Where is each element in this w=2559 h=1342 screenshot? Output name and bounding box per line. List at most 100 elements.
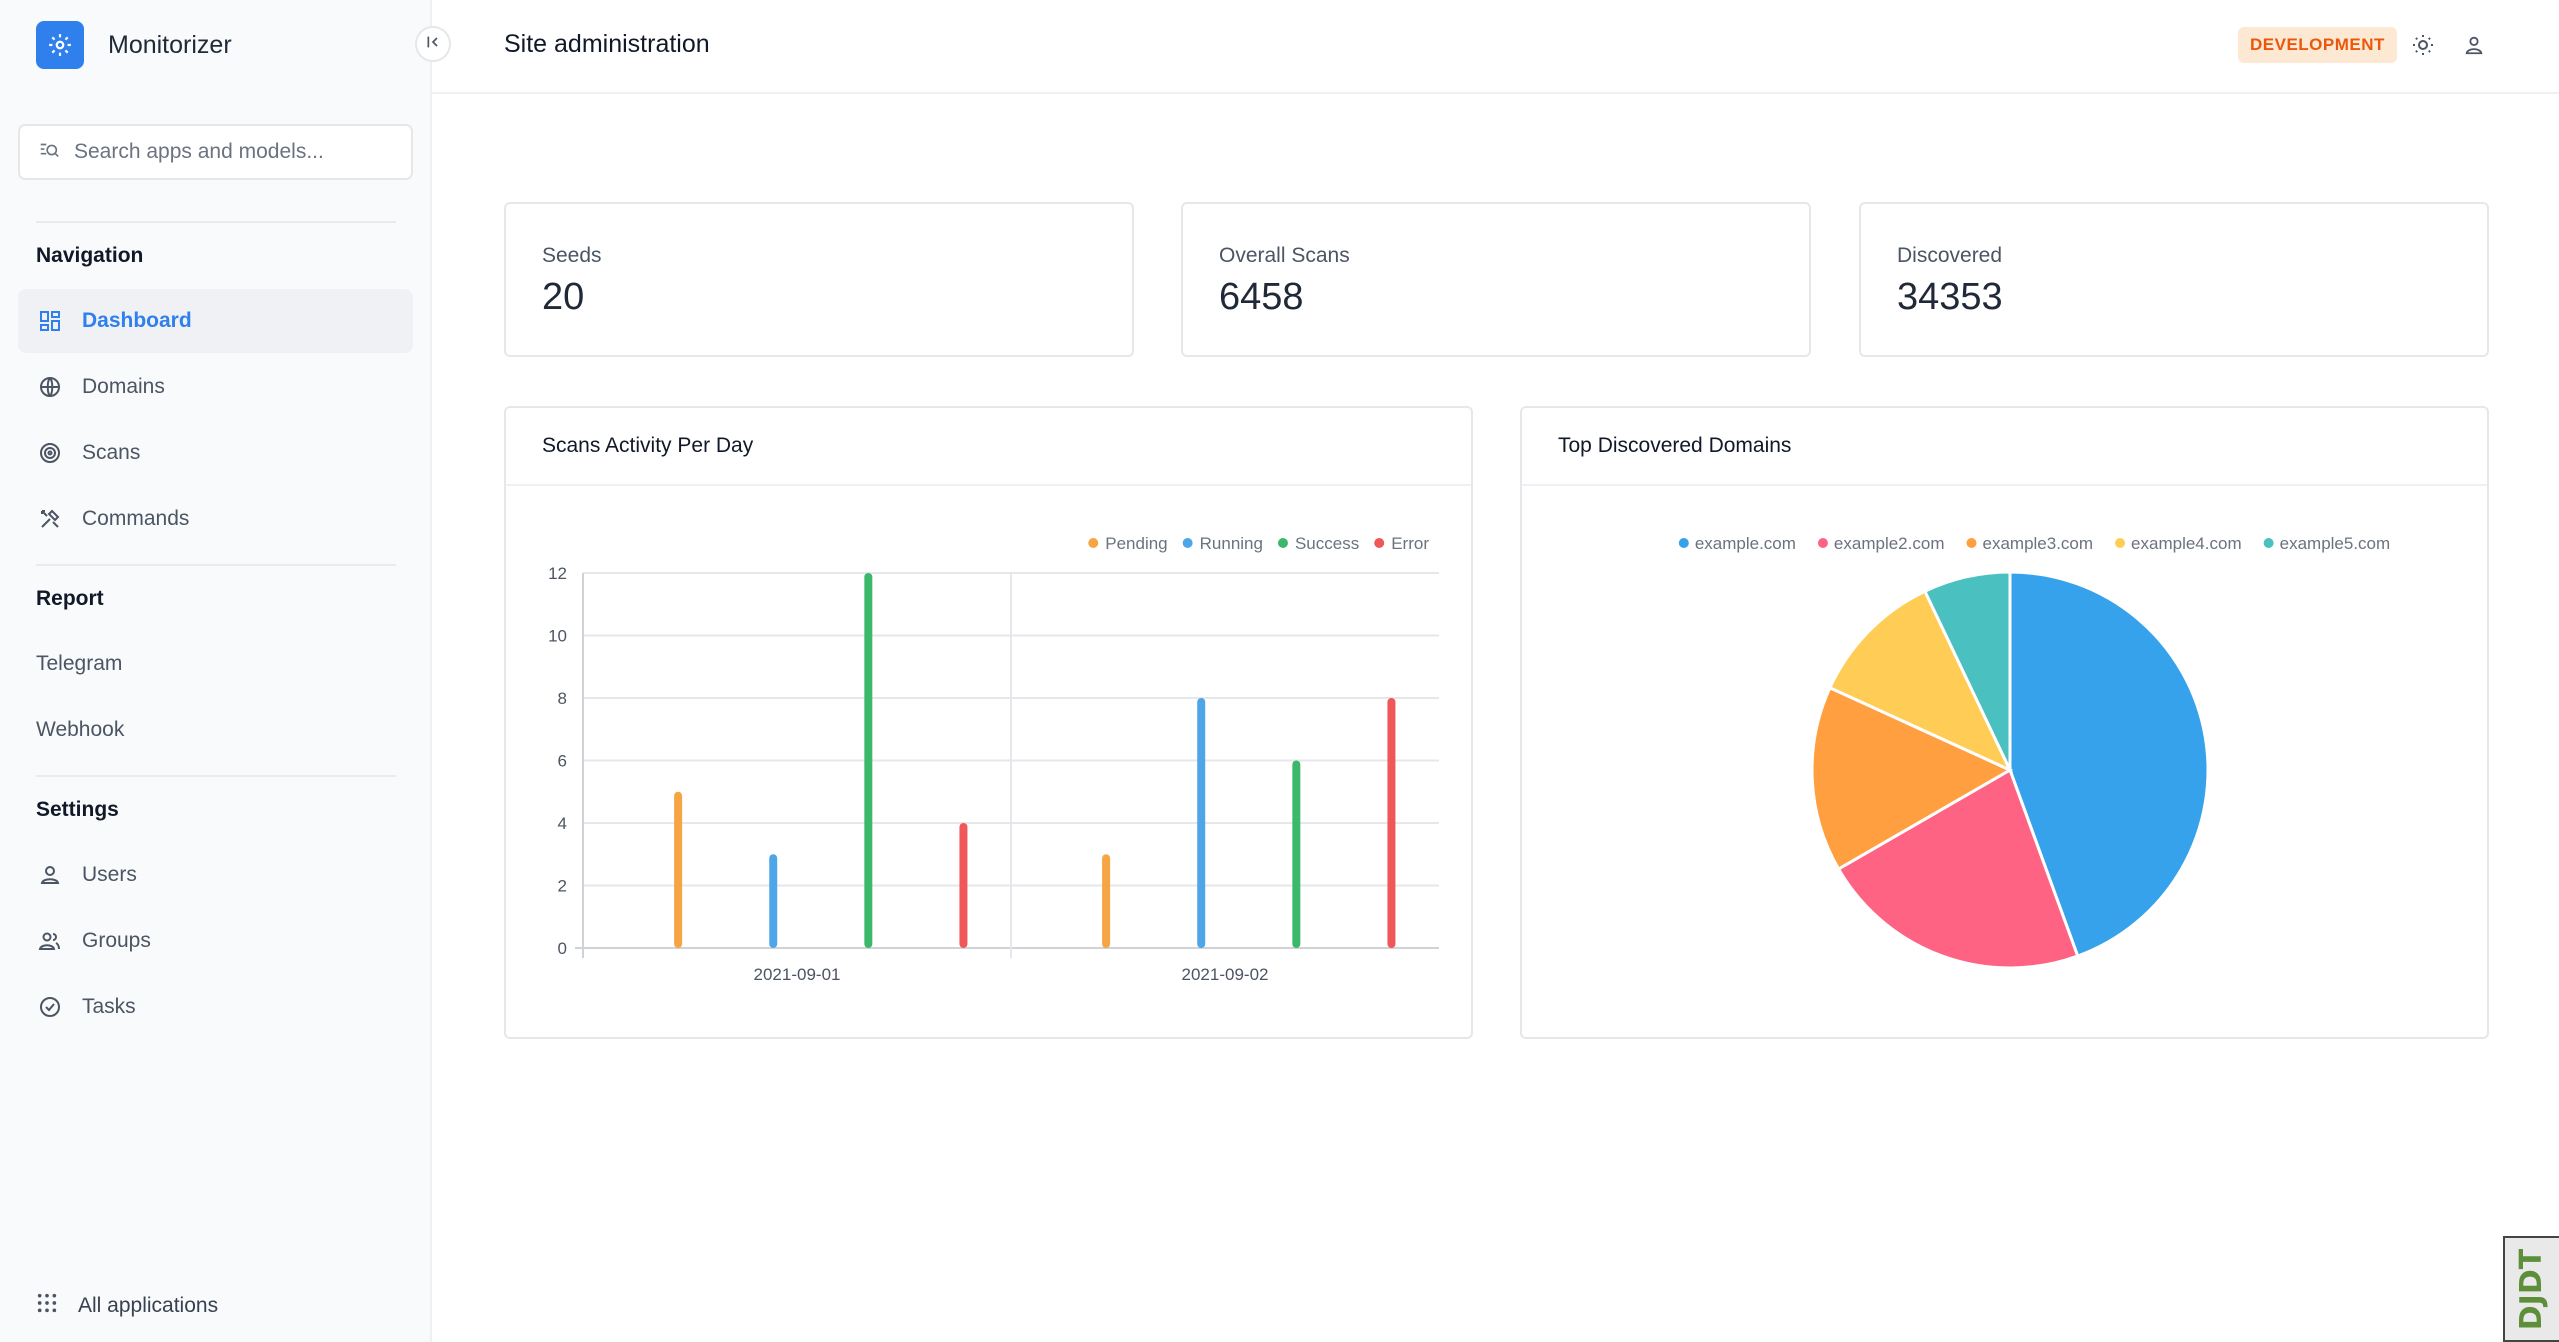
bar-pending xyxy=(674,791,683,948)
x-tick-label: 2021-09-01 xyxy=(754,965,841,984)
bar-error xyxy=(1387,698,1396,948)
sidebar: Monitorizer Navigation Dashboard Domains xyxy=(0,0,432,1342)
legend-label: Success xyxy=(1295,534,1359,553)
search-icon xyxy=(38,139,60,166)
legend-marker xyxy=(1966,538,1977,548)
stat-value: 6458 xyxy=(1219,276,1304,318)
pie-legend: example.com example2.com example3.com examp… xyxy=(1678,534,2391,553)
legend-label: Error xyxy=(1391,534,1429,553)
gear-icon xyxy=(36,21,84,69)
bar-success xyxy=(1292,760,1301,948)
pie-slice-example-com xyxy=(2008,570,2210,958)
y-tick-label: 8 xyxy=(558,689,567,708)
y-tick-label: 10 xyxy=(548,627,567,646)
sidebar-divider xyxy=(36,775,396,777)
y-tick-label: 0 xyxy=(558,939,567,958)
panel-title: Top Discovered Domains xyxy=(1558,434,1792,457)
sidebar-item-label: Telegram xyxy=(36,652,123,675)
x-tick-label: 2021-09-02 xyxy=(1182,965,1269,984)
collapse-sidebar-button[interactable] xyxy=(415,26,451,62)
sidebar-item-telegram[interactable]: Telegram xyxy=(18,632,413,696)
y-tick-label: 4 xyxy=(558,814,567,833)
dashboard-icon xyxy=(36,307,64,335)
legend-marker xyxy=(1374,538,1385,548)
page-title: Site administration xyxy=(504,30,710,58)
domains-pie-chart: example.com example2.com example3.com examp… xyxy=(1678,534,2391,970)
debug-toolbar-handle[interactable]: DJDT xyxy=(2503,1236,2559,1342)
legend-label: example4.com xyxy=(2131,534,2242,553)
sidebar-item-dashboard[interactable]: Dashboard xyxy=(18,289,413,353)
sidebar-item-tasks[interactable]: Tasks xyxy=(18,975,413,1039)
section-title-report: Report xyxy=(36,587,104,610)
panel-header: Top Discovered Domains xyxy=(1522,408,2487,486)
sidebar-item-groups[interactable]: Groups xyxy=(18,909,413,973)
target-icon xyxy=(36,439,64,467)
pie-slice-example5-com xyxy=(1922,570,2012,771)
tools-icon xyxy=(36,505,64,533)
sun-icon[interactable] xyxy=(2406,28,2440,62)
stat-card-overall-scans: Overall Scans 6458 xyxy=(1181,202,1811,357)
user-icon xyxy=(36,861,64,889)
legend-marker xyxy=(1817,538,1828,548)
legend-label: example.com xyxy=(1695,534,1796,553)
y-tick-label: 12 xyxy=(548,564,567,583)
pie-slice-example2-com xyxy=(1836,767,2080,970)
sidebar-divider xyxy=(36,564,396,566)
y-tick-label: 2 xyxy=(558,877,567,896)
legend-marker xyxy=(2115,538,2126,548)
bar-running xyxy=(1197,698,1206,948)
sidebar-item-label: Groups xyxy=(82,929,151,952)
panel-title: Scans Activity Per Day xyxy=(542,434,754,457)
sidebar-item-domains[interactable]: Domains xyxy=(18,355,413,419)
y-tick-label: 6 xyxy=(558,752,567,771)
environment-badge: DEVELOPMENT xyxy=(2238,27,2397,63)
bar-running xyxy=(769,854,778,948)
stat-value: 20 xyxy=(542,276,585,318)
sidebar-item-label: Users xyxy=(82,863,137,886)
sidebar-item-scans[interactable]: Scans xyxy=(18,421,413,485)
brand[interactable]: Monitorizer xyxy=(36,20,232,70)
sidebar-item-label: Dashboard xyxy=(82,309,192,332)
bar-error xyxy=(959,823,968,948)
check-circle-icon xyxy=(36,993,64,1021)
account-icon[interactable] xyxy=(2457,28,2491,62)
stat-card-seeds: Seeds 20 xyxy=(504,202,1134,357)
legend-label: Pending xyxy=(1105,534,1167,553)
sidebar-item-label: Commands xyxy=(82,507,190,530)
stat-label: Overall Scans xyxy=(1219,244,1350,267)
brand-name: Monitorizer xyxy=(108,30,232,59)
legend-label: example2.com xyxy=(1834,534,1945,553)
sidebar-item-webhook[interactable]: Webhook xyxy=(18,698,413,762)
legend-marker xyxy=(1277,538,1288,548)
collapse-icon xyxy=(425,34,441,55)
pie-slice-example4-com xyxy=(1827,589,2014,774)
stat-label: Seeds xyxy=(542,244,602,267)
group-icon xyxy=(36,927,64,955)
bar-pending xyxy=(1102,854,1111,948)
pie-slice-example3-com xyxy=(1810,685,2014,872)
sidebar-item-commands[interactable]: Commands xyxy=(18,487,413,551)
legend-marker xyxy=(1182,538,1193,548)
sidebar-item-label: Tasks xyxy=(82,995,136,1018)
debug-toolbar-label: DJDT xyxy=(2514,1248,2550,1330)
legend-label: example3.com xyxy=(1982,534,2093,553)
scans-activity-panel: Scans Activity Per Day 0 2 4 6 8 10 12 2021-09-… xyxy=(504,406,1473,1039)
sidebar-item-label: Domains xyxy=(82,375,165,398)
legend-label: Running xyxy=(1200,534,1263,553)
sidebar-item-users[interactable]: Users xyxy=(18,843,413,907)
stat-value: 34353 xyxy=(1897,276,2003,318)
search-input[interactable] xyxy=(74,140,394,164)
top-header: Site administration DEVELOPMENT xyxy=(432,0,2559,94)
all-applications-label: All applications xyxy=(78,1294,219,1317)
all-applications-link[interactable]: All applications xyxy=(36,1292,218,1320)
search-box[interactable] xyxy=(18,124,413,180)
scans-bar-chart: 0 2 4 6 8 10 12 2021-09-01 2021-09-02 Error Succes… xyxy=(548,534,1439,984)
legend-marker xyxy=(1678,538,1689,548)
apps-grid-icon xyxy=(36,1292,58,1320)
sidebar-item-label: Webhook xyxy=(36,718,125,741)
panel-header: Scans Activity Per Day xyxy=(506,408,1471,486)
stat-label: Discovered xyxy=(1897,244,2003,267)
stat-card-discovered: Discovered 34353 xyxy=(1859,202,2489,357)
legend-label: example5.com xyxy=(2280,534,2391,553)
sidebar-divider xyxy=(36,221,396,223)
